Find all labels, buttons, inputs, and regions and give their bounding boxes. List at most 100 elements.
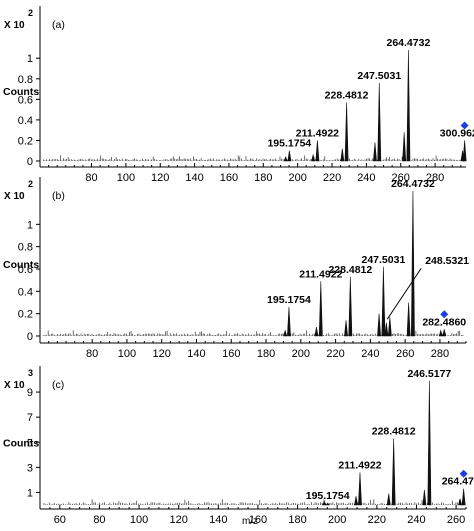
y-tick-label: 0 [27, 156, 33, 168]
x-tick-label: 80 [93, 514, 105, 526]
x-tick-label: 200 [292, 348, 310, 360]
spectrum-panel-3: 1 3 5 7 9 60 80 100 120 140 160 180 200 220 240 260 195.… [3, 366, 474, 527]
peak-label: 247.5031 [357, 70, 401, 82]
peak-bar [283, 329, 288, 337]
y-tick-label: 0.4 [18, 286, 33, 298]
peak-label: 247.5031 [362, 254, 406, 266]
y-tick-label: 0.6 [18, 264, 33, 276]
y-tick-label: 0.4 [18, 115, 33, 127]
x-tick-label: 180 [288, 514, 306, 526]
peak-bar [411, 190, 415, 337]
peak-label: 195.1754 [267, 138, 311, 150]
peak-bar [354, 496, 358, 506]
x-tick-label: 120 [151, 172, 169, 184]
peak-bar [438, 329, 443, 337]
peak-label: 228.4812 [325, 89, 369, 101]
peak-label: 228.4812 [328, 264, 372, 276]
x-tick-label: 260 [447, 514, 465, 526]
baseline-noise [43, 330, 464, 336]
peak-bar [458, 498, 463, 506]
peak-label: 228.4812 [372, 426, 416, 438]
x-tick-label: 180 [254, 172, 272, 184]
x-tick-label: 180 [257, 348, 275, 360]
x-tick-label: 140 [209, 514, 227, 526]
x-tick-label: 240 [357, 172, 375, 184]
x-tick-label: 220 [326, 348, 344, 360]
peak-bar [311, 153, 316, 162]
peak-label: 300.96200 [440, 127, 474, 139]
peak-bar [384, 322, 389, 337]
y-tick-label: 0.8 [18, 242, 33, 254]
x-tick-label: 80 [85, 172, 97, 184]
peak-bar [377, 82, 382, 162]
x-tick-label: 160 [249, 514, 267, 526]
peak-bar [386, 493, 391, 506]
peak-bar [325, 502, 330, 506]
y-tick-label: 0.2 [18, 135, 33, 147]
y-tick-label: 1 [27, 219, 33, 231]
peak-bar [344, 320, 348, 337]
baseline-noise [43, 499, 464, 505]
peak-bar [287, 150, 292, 162]
diamond-marker-icon [459, 469, 468, 478]
y-axis-label: Counts [3, 437, 39, 449]
annotation-leader-line [386, 267, 422, 320]
x-tick-label: 120 [153, 348, 171, 360]
peak-label: 211.4922 [338, 459, 381, 471]
y-tick-label: 0 [27, 331, 33, 343]
peak-label: 195.1754 [306, 490, 350, 502]
peak-label: 264.4732 [391, 178, 435, 190]
peak-bar [387, 316, 392, 337]
peak-bar [377, 313, 381, 337]
peak-bar [402, 132, 407, 162]
peak-bar [283, 156, 288, 162]
x-tick-label: 100 [117, 172, 135, 184]
panel-label: (b) [52, 190, 65, 202]
x-tick-label: 120 [170, 514, 188, 526]
x-tick-label: 240 [407, 514, 425, 526]
peak-label: 211.4922 [299, 268, 342, 280]
x-tick-label: 280 [426, 172, 444, 184]
peak-bar [461, 488, 466, 506]
peak-bar [318, 281, 323, 337]
annotation-label: 248.5321 [425, 255, 469, 267]
peak-bar [322, 500, 327, 506]
peak-label: 264.4728 [442, 476, 474, 488]
x-tick-label: 260 [392, 172, 410, 184]
peak-bar [340, 148, 345, 162]
y-multiplier-label: X 10 [4, 20, 25, 31]
peak-label: 282.4860 [422, 316, 466, 328]
y-tick-label: 0.6 [18, 94, 33, 106]
peak-bar [373, 142, 377, 162]
x-tick-label: 240 [361, 348, 379, 360]
peak-label: 264.4732 [387, 37, 431, 49]
x-tick-label: 260 [396, 348, 414, 360]
peak-bar [287, 306, 291, 337]
diamond-marker-icon [460, 121, 469, 130]
peak-bar [391, 438, 396, 506]
x-axis-label: m/z [242, 516, 258, 526]
peak-bar [406, 50, 411, 162]
peak-bar [314, 327, 319, 337]
peak-bar [422, 489, 427, 506]
y-multiplier-label: X 10 [4, 191, 25, 202]
y-tick-label: 3 [27, 462, 33, 474]
x-tick-label: 80 [86, 348, 98, 360]
peak-label: 195.1754 [267, 294, 311, 306]
x-tick-label: 200 [288, 172, 306, 184]
y-tick-label: 0.8 [18, 74, 33, 86]
y-tick-label: 0.2 [18, 309, 33, 321]
peak-bar [348, 276, 353, 337]
peak-bar [406, 302, 411, 337]
x-tick-label: 160 [220, 172, 238, 184]
x-tick-label: 100 [118, 348, 136, 360]
x-tick-label: 160 [222, 348, 240, 360]
y-axis-label: Counts [3, 86, 39, 98]
x-tick-label: 100 [130, 514, 148, 526]
x-tick-label: 60 [54, 514, 66, 526]
peak-label: 246.5177 [407, 368, 451, 380]
